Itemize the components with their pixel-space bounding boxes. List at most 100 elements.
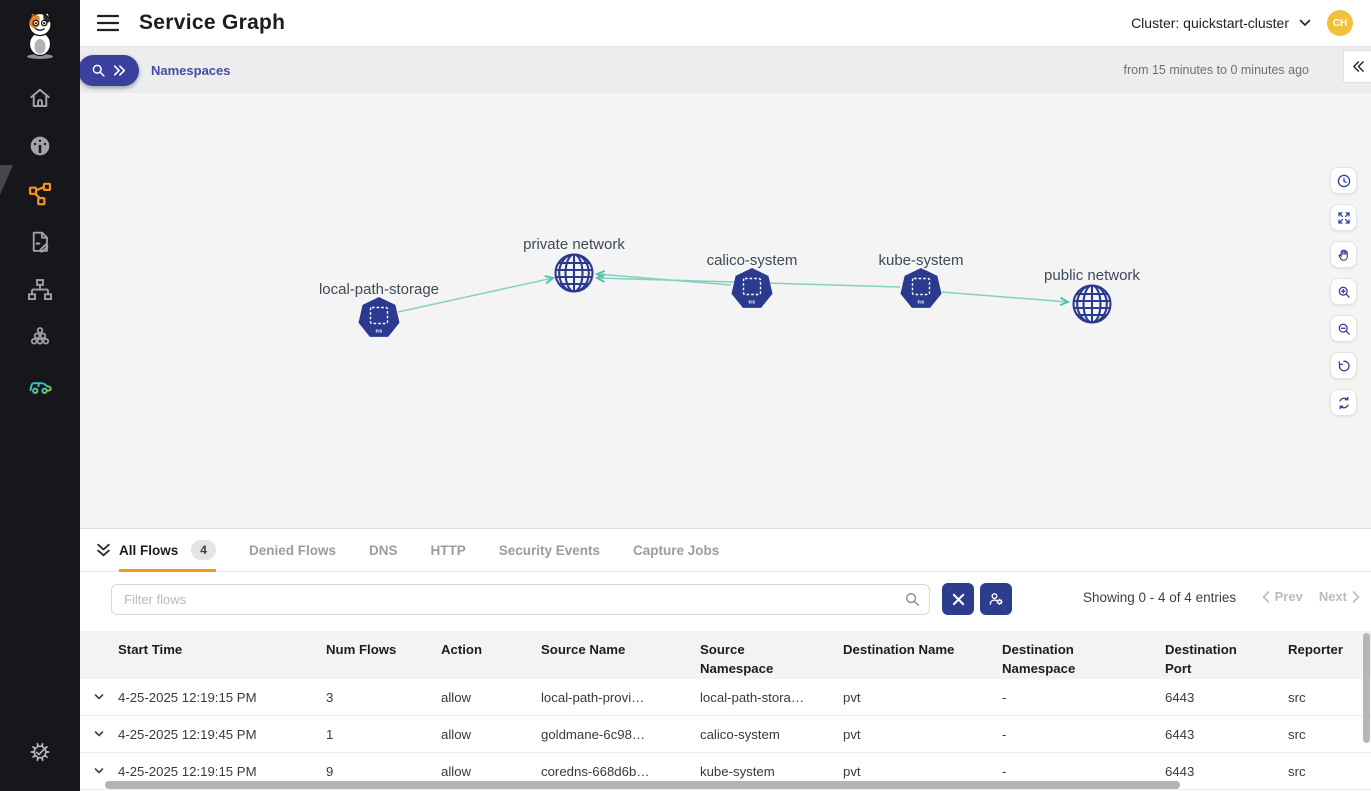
home-icon [30,88,50,107]
tab-dns[interactable]: DNS [369,529,398,571]
clear-filter-button[interactable] [942,583,974,615]
next-page-button[interactable]: Next [1319,589,1360,604]
cell-source_name: coredns-668d6b… [541,763,650,779]
column-header-destination-port: Destination Port [1165,642,1237,677]
cell-destination_port: 6443 [1165,763,1195,779]
cell-reporter: src [1288,726,1306,742]
tab-label: HTTP [430,542,466,558]
graph-node-private-network[interactable] [554,253,594,293]
horizontal-scrollbar[interactable] [105,781,1180,789]
hamburger-icon [97,14,119,32]
graph-search-button[interactable] [78,55,139,86]
flow-table-row[interactable]: 4-25-2025 12:19:45 PM 1 allow goldmane-6c98… [80,716,1371,753]
flow-table-row[interactable]: 4-25-2025 12:19:15 PM 3 allow local-path-pr… [80,679,1371,716]
flow-settings-button[interactable] [980,583,1012,615]
tab-capture-jobs[interactable]: Capture Jobs [633,529,719,571]
sidebar-item-service-graph[interactable] [27,181,53,207]
flows-tab-row: All Flows 4 Denied Flows DNS HTTP Security Ev… [80,529,1371,572]
graph-node-kube-system[interactable] [899,267,943,309]
graph-node-local-path-storage[interactable] [357,296,401,338]
sidebar-item-dashboard[interactable] [27,133,53,159]
flows-tabs: All Flows 4 Denied Flows DNS HTTP Security Ev… [119,529,719,572]
active-nav-notch [0,165,13,195]
cell-action: allow [441,763,472,779]
sidebar [0,0,80,791]
hamburger-menu-button[interactable] [97,14,119,32]
undo-button[interactable] [1330,352,1357,379]
breadcrumb[interactable]: Namespaces [151,62,231,78]
flows-table-header: Start Time Num Flows Action Source Name Sour… [80,631,1371,679]
fit-screen-button[interactable] [1330,204,1357,231]
refresh-button[interactable] [1330,389,1357,416]
collapse-right-panel-button[interactable] [1343,50,1371,83]
cell-num_flows: 1 [326,726,334,742]
history-clock-button[interactable] [1330,167,1357,194]
cell-num_flows: 3 [326,689,334,705]
user-gear-icon [989,593,1003,606]
filter-flows-input[interactable] [111,584,930,615]
cell-start_time: 4-25-2025 12:19:15 PM [118,689,257,705]
cluster-nodes-icon [30,327,50,345]
vertical-scrollbar[interactable] [1363,633,1370,743]
column-header-action: Action [441,642,483,657]
sidebar-item-whisker[interactable] [27,373,53,399]
pan-hand-button[interactable] [1330,241,1357,268]
tab-security-events[interactable]: Security Events [499,529,600,571]
secondary-bar: Namespaces from 15 minutes to 0 minutes … [78,47,1371,93]
row-expand-chevron-icon[interactable] [80,765,118,777]
column-header-reporter: Reporter [1288,642,1343,657]
tab-label: Capture Jobs [633,542,720,558]
graph-edge-local-path-storage-to-private-network [397,278,553,313]
tab-all-flows[interactable]: All Flows 4 [119,529,216,572]
sidebar-item-network-hierarchy[interactable] [27,277,53,303]
cell-source_name: local-path-provi… [541,689,645,705]
sidebar-item-policies[interactable] [27,229,53,255]
top-bar: Service Graph Cluster: quickstart-cluste… [80,0,1371,47]
column-header-destination-name: Destination Name [843,642,955,657]
row-expand-chevron-icon[interactable] [80,691,118,703]
sidebar-item-compliance[interactable] [27,739,53,765]
row-expand-chevron-icon[interactable] [80,728,118,740]
zoom-in-icon [1338,286,1350,298]
history-clock-icon [1337,174,1350,187]
graph-node-public-network[interactable] [1072,284,1112,324]
tab-denied-flows[interactable]: Denied Flows [249,529,336,571]
cell-destination_name: pvt [843,726,861,742]
tab-label: Denied Flows [248,542,336,558]
prev-page-button[interactable]: Prev [1262,589,1303,604]
time-range-label: from 15 minutes to 0 minutes ago [1123,63,1309,77]
chevron-left-icon [1262,590,1269,603]
collapse-panel-button[interactable] [96,529,114,571]
graph-node-calico-system[interactable] [730,267,774,309]
sidebar-item-clusters[interactable] [27,325,53,351]
cell-reporter: src [1288,689,1306,705]
cluster-selector[interactable]: Cluster: quickstart-cluster [1131,15,1311,31]
flows-panel: All Flows 4 Denied Flows DNS HTTP Security Ev… [80,528,1371,791]
fit-screen-icon [1337,211,1350,224]
service-graph-icon [28,182,52,206]
pan-hand-icon [1338,249,1348,261]
user-avatar[interactable]: CH [1327,10,1353,36]
zoom-out-button[interactable] [1330,315,1357,342]
chevron-down-icon [1299,19,1311,26]
cell-start_time: 4-25-2025 12:19:45 PM [118,726,257,742]
close-icon [952,593,964,605]
page-title: Service Graph [139,11,286,34]
column-header-expander [80,631,118,679]
tab-http[interactable]: HTTP [430,529,465,571]
zoom-in-button[interactable] [1330,278,1357,305]
cell-source_namespace: kube-system [700,763,775,779]
network-hierarchy-icon [28,279,52,301]
graph-node-label-calico-system: calico-system [707,252,798,269]
sidebar-item-home[interactable] [27,85,53,111]
double-chevron-left-icon [1352,61,1364,72]
graph-node-label-private-network: private network [523,236,625,253]
graph-edge-kube-system-to-public-network [941,291,1068,302]
cell-destination_name: pvt [843,689,861,705]
column-header-destination-namespace: Destination Namespace [1002,642,1076,677]
showing-entries-text: Showing 0 - 4 of 4 entries [1083,590,1237,605]
pagination: Prev Next [1262,589,1360,604]
